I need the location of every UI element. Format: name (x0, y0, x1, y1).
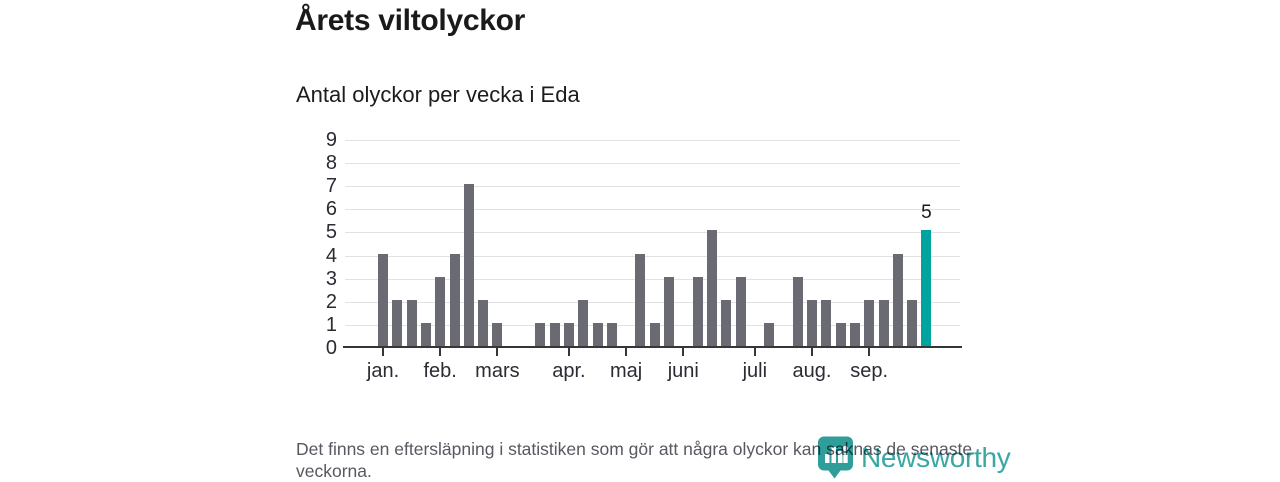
bar-week-24 (706, 230, 717, 346)
bar-week-8 (478, 299, 489, 346)
x-tick-sep (868, 348, 871, 356)
x-label-sep: sep. (850, 360, 889, 382)
bar-week-9 (492, 322, 503, 346)
gridline-2 (345, 301, 960, 303)
bar-week-15 (578, 299, 589, 346)
bar-week-19 (635, 253, 646, 346)
bar-week-2 (392, 299, 403, 346)
bar-week-28 (764, 322, 775, 346)
x-tick-juni (682, 348, 685, 356)
x-label-aug: aug. (792, 360, 832, 382)
y-label-5: 5 (325, 221, 337, 244)
bar-week-12 (535, 322, 546, 346)
bar-week-13 (549, 322, 560, 346)
bar-chart-pin-icon (817, 436, 854, 479)
y-label-4: 4 (325, 244, 337, 267)
gridline-4 (345, 255, 960, 257)
x-tick-maj (625, 348, 628, 356)
gridline-3 (345, 278, 960, 280)
footnote: Det finns en eftersläpning i statistiken… (296, 439, 973, 482)
y-label-6: 6 (325, 198, 337, 221)
bar-week-25 (721, 299, 732, 346)
newsworthy-logo[interactable]: Newsworthy (817, 436, 1011, 479)
x-label-feb: feb. (423, 360, 457, 382)
bar-week-6 (449, 253, 460, 346)
x-tick-mars (496, 348, 499, 356)
bar-week-34 (849, 322, 860, 346)
bar-week-33 (835, 322, 846, 346)
y-label-9: 9 (325, 129, 337, 151)
bar-week-23 (692, 276, 703, 346)
bar-week-3 (406, 299, 417, 346)
x-axis-line (343, 345, 962, 348)
y-label-8: 8 (325, 152, 337, 175)
y-label-0: 0 (325, 337, 337, 359)
bar-week-5 (435, 276, 446, 346)
x-label-juni: juni (667, 360, 699, 382)
chart-subtitle: Antal olyckor per vecka i Eda (296, 82, 580, 107)
gridline-6 (345, 209, 960, 211)
x-tick-juli (753, 348, 756, 356)
x-tick-aug (811, 348, 813, 356)
gridline-9 (345, 140, 960, 141)
bar-week-1 (378, 253, 388, 346)
bar-week-31 (807, 299, 817, 346)
bar-week-36 (878, 299, 889, 346)
newsworthy-logo-text: Newsworthy (861, 441, 1011, 473)
gridline-8 (345, 163, 960, 165)
bar-week-26 (735, 276, 746, 346)
bar-week-38 (907, 299, 918, 346)
y-label-3: 3 (325, 267, 337, 290)
x-label-maj: maj (609, 360, 643, 382)
gridline-7 (345, 186, 960, 188)
bar-week-14 (563, 322, 574, 346)
bar-week-32 (821, 299, 832, 346)
bar-week-20 (649, 322, 660, 346)
bar-week-17 (606, 322, 617, 346)
bar-week-30 (792, 276, 803, 346)
highlight-value-label: 5 (921, 202, 932, 224)
y-label-2: 2 (325, 290, 337, 313)
x-tick-jan (382, 348, 384, 356)
bar-week-37 (892, 253, 903, 346)
x-label-mars: mars (475, 360, 520, 382)
gridline-5 (345, 232, 960, 234)
x-label-juli: juli (742, 360, 768, 382)
bar-week-39 (921, 230, 932, 346)
bar-week-21 (664, 276, 674, 346)
chart-title: Årets viltolyckor (295, 4, 525, 37)
x-tick-apr (567, 348, 570, 356)
x-label-apr: apr. (552, 360, 586, 382)
x-tick-feb (439, 348, 442, 356)
x-label-jan: jan. (366, 360, 400, 382)
bar-week-16 (592, 322, 603, 346)
bar-week-4 (420, 322, 431, 346)
y-label-7: 7 (325, 175, 337, 198)
bar-week-7 (463, 184, 474, 346)
bar-week-35 (864, 299, 875, 346)
plot-area: 5 jan. feb. mars apr. maj juni juli aug. sep. (343, 140, 962, 382)
y-label-1: 1 (325, 313, 337, 336)
